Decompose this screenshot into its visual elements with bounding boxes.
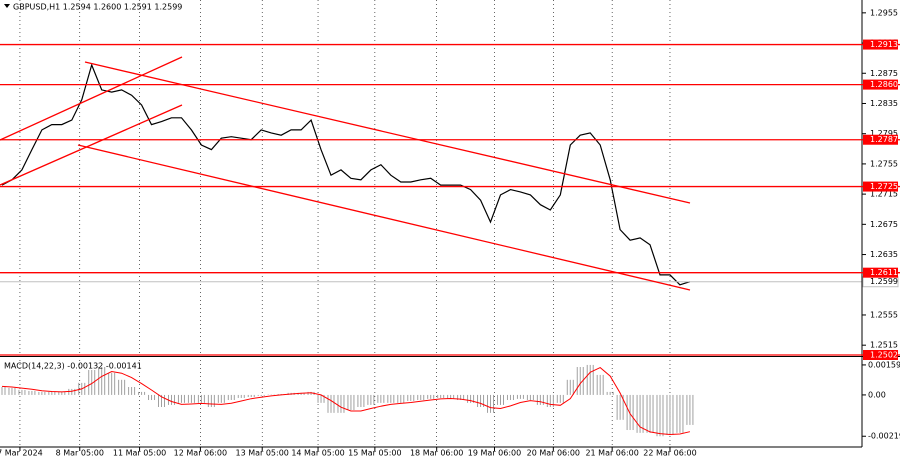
x-tick-label: 22 Mar 06:00 [643, 449, 696, 458]
trend-line [0, 104, 183, 186]
level-label: 1.2787 [870, 135, 898, 144]
y-tick-label: 1.2755 [870, 159, 898, 168]
y-tick-label: 1.2555 [870, 310, 898, 319]
current-price-label: 1.2599 [870, 277, 898, 286]
y-tick-label: 0.00159 [868, 360, 900, 369]
signal-line [1, 367, 691, 436]
level-label-box [863, 350, 898, 360]
y-tick-label: -0.00219 [868, 432, 900, 441]
macd-header: MACD(14,22,3) -0.00132 -0.00141 [4, 362, 142, 371]
x-tick-label: 7 Mar 2024 [0, 449, 43, 458]
level-label: 1.2860 [870, 80, 898, 89]
trend-line [0, 56, 183, 141]
y-tick-label: 1.2515 [870, 341, 898, 350]
x-tick-label: 8 Mar 05:00 [56, 449, 104, 458]
level-label: 1.2913 [870, 40, 898, 49]
x-tick-label: 20 Mar 06:00 [527, 449, 580, 458]
level-label: 1.2502 [870, 351, 898, 360]
y-tick-label: 1.2875 [870, 69, 898, 78]
level-label: 1.2611 [870, 268, 898, 277]
level-label-box [863, 134, 898, 145]
trend-line [84, 61, 691, 204]
y-tick-label: 1.2675 [870, 220, 898, 229]
y-tick-label: 1.2715 [870, 190, 898, 199]
x-tick-label: 19 Mar 06:00 [468, 449, 521, 458]
y-tick-label: 1.2795 [870, 129, 898, 138]
y-tick-label: 1.2955 [870, 8, 898, 17]
x-tick-label: 14 Mar 05:00 [291, 449, 344, 458]
trend-line [77, 144, 691, 291]
x-tick-label: 13 Mar 05:00 [235, 449, 288, 458]
x-tick-label: 15 Mar 05:00 [348, 449, 401, 458]
level-label-box [863, 181, 898, 192]
level-label-box [863, 39, 898, 50]
x-tick-label: 21 Mar 06:00 [585, 449, 638, 458]
x-tick-label: 18 Mar 06:00 [410, 449, 463, 458]
plot-area [0, 0, 862, 447]
level-label-box [863, 267, 898, 278]
level-label: 1.2725 [870, 182, 898, 191]
trend-lines [0, 56, 691, 291]
x-tick-label: 12 Mar 06:00 [174, 449, 227, 458]
menu-arrow [4, 4, 10, 8]
chart-header: GBPUSD,H1 1.2594 1.2600 1.2591 1.2599 [13, 3, 182, 12]
y-tick-label: 1.2635 [870, 250, 898, 259]
x-tick-label: 11 Mar 05:00 [113, 449, 166, 458]
level-label-box [863, 79, 898, 90]
y-tick-label: 1.2835 [870, 99, 898, 108]
y-tick-label: 0.00 [868, 390, 886, 399]
